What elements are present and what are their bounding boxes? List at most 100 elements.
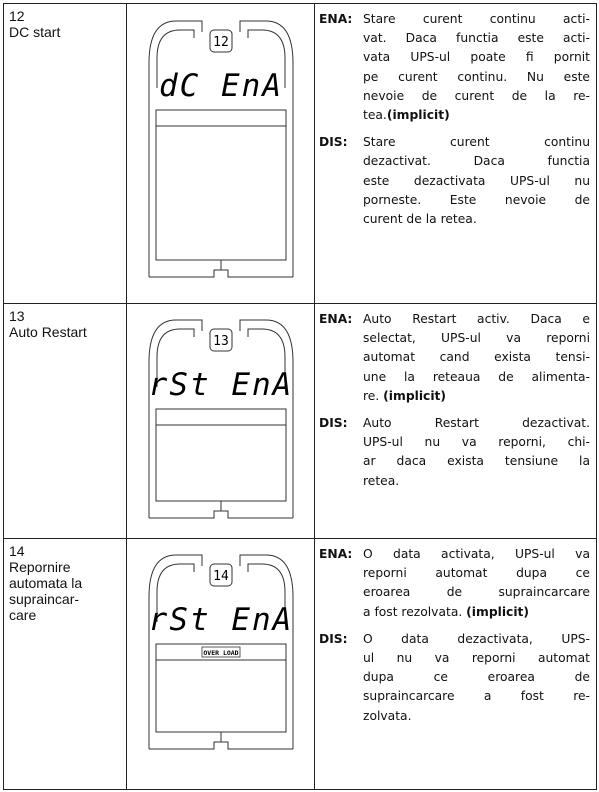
option-text: Auto Restart activ. Daca e selectat, UPS-…	[363, 310, 590, 406]
text-line: ul nu va reporni automat	[363, 649, 590, 668]
setting-name: DC start	[9, 24, 61, 40]
setting-id: 12	[9, 8, 25, 24]
text-line: une la reteaua de alimenta-	[363, 368, 590, 387]
line-text: Auto Restart activ. Daca e	[363, 312, 590, 326]
lcd-outline	[148, 554, 202, 749]
default-note: (implicit)	[383, 388, 447, 403]
line-text: O data activata, UPS-ul va	[363, 547, 590, 561]
line-text: Stare curent continu acti-	[363, 12, 590, 26]
lcd-outline	[239, 319, 293, 518]
option-text: Stare curent continu dezactivat. Daca fun…	[363, 133, 590, 229]
text-line: O data activata, UPS-ul va	[363, 545, 590, 564]
line-text: reporni automat dupa ce	[363, 566, 590, 581]
lcd-outline	[148, 319, 202, 518]
text-line: re. (implicit)	[363, 387, 590, 406]
lcd-text: rSt EnA	[148, 602, 293, 638]
text-line: vata UPS-ul poate fi pornit	[363, 48, 590, 67]
line-text: dupa ce eroarea de	[363, 670, 590, 685]
line-text: supraincarcare a fost re-	[363, 689, 590, 704]
line-text: a fost rezolvata.	[363, 604, 467, 619]
text-line: UPS-ul nu va reporni, chi-	[363, 433, 590, 452]
text-line: selectat, UPS-ul va reporni	[363, 329, 590, 348]
lcd-outline	[239, 554, 293, 749]
options-cell: ENA: O data activata, UPS-ul va reporni au…	[314, 538, 597, 790]
line-text: tea.	[363, 108, 387, 123]
text-line: nevoie de curent de la re-	[363, 87, 590, 106]
setting-cell: 14 Repornire automata la supraincar-care	[3, 538, 127, 790]
line-text: pe curent continu. Nu este	[363, 69, 590, 84]
lcd-outline	[247, 29, 285, 88]
line-text: dezactivat. Daca functia	[363, 154, 590, 169]
line-text: porneste. Este nevoie de	[363, 192, 590, 207]
table-row: 12 DC start 12 dC EnA ENA: Stare curent conti…	[3, 3, 597, 304]
lcd-lower-box	[155, 109, 286, 261]
line-text: re.	[363, 388, 384, 403]
default-note: (implicit)	[386, 108, 450, 123]
setting-cell: 13 Auto Restart	[3, 303, 127, 539]
text-line: Stare curent continu acti-	[363, 10, 590, 29]
display-cell: 13 rSt EnA	[126, 303, 315, 539]
lcd-outline	[247, 563, 285, 622]
line-text: vata UPS-ul poate fi pornit	[363, 50, 590, 65]
lcd-outline	[156, 328, 194, 387]
lcd-display: 14 rSt EnA OVER LOAD	[148, 554, 293, 750]
line-text: ul nu va reporni automat	[363, 651, 590, 666]
text-line: ar daca exista tensiune la	[363, 452, 590, 471]
text-line: Stare curent continu	[363, 133, 590, 152]
option: DIS: Stare curent continu dezactivat. Daca…	[319, 133, 590, 229]
lcd-text: dC EnA	[159, 68, 283, 104]
option: DIS: O data dezactivata, UPS-ul nu va rep…	[319, 630, 590, 726]
lcd-code: 13	[213, 334, 229, 349]
default-note: (implicit)	[466, 604, 530, 619]
code-box	[209, 563, 232, 587]
table-row: 14 Repornire automata la supraincar-care 14 r…	[3, 538, 597, 790]
setting-name: automata la	[9, 575, 83, 591]
line-text: une la reteaua de alimenta-	[363, 369, 590, 384]
text-line: este dezactivata UPS-ul nu	[363, 172, 590, 191]
line-text: automat cand exista tensi-	[363, 350, 590, 365]
setting-name: care	[9, 607, 37, 623]
setting-name: Repornire	[9, 559, 71, 575]
option: ENA: Auto Restart activ. Daca e selectat, …	[319, 310, 590, 406]
text-line: retea.	[363, 472, 590, 491]
lcd-code: 14	[213, 569, 229, 584]
setting-name: Auto Restart	[9, 324, 87, 340]
line-text: UPS-ul nu va reporni, chi-	[363, 435, 590, 450]
display-cell: 12 dC EnA	[126, 3, 315, 304]
option: ENA: O data activata, UPS-ul va reporni au…	[319, 545, 590, 622]
lcd-outline	[148, 741, 293, 750]
lcd-outline	[239, 20, 293, 277]
option-label: DIS:	[319, 135, 348, 150]
option-text: O data dezactivata, UPS-ul nu va reporni…	[363, 630, 590, 726]
line-text: retea.	[363, 473, 400, 488]
text-line: eroarea de supraincarcare	[363, 583, 590, 602]
option-label: ENA:	[319, 547, 353, 561]
option-label: ENA:	[319, 312, 353, 326]
line-text: eroarea de supraincarcare	[363, 585, 590, 600]
option-label: DIS:	[319, 631, 348, 646]
text-line: curent de la retea.	[363, 210, 590, 229]
lcd-display: 12 dC EnA	[148, 20, 293, 278]
lcd-indicator: OVER LOAD	[203, 649, 238, 657]
line-text: ar daca exista tensiune la	[363, 454, 590, 469]
option-label: ENA:	[319, 12, 353, 26]
text-line: porneste. Este nevoie de	[363, 191, 590, 210]
display-cell: 14 rSt EnA OVER LOAD	[126, 538, 315, 790]
settings-table: 12 DC start 12 dC EnA ENA: Stare curent conti…	[3, 3, 597, 790]
line-text: nevoie de curent de la re-	[363, 88, 590, 103]
line-text: Stare curent continu	[363, 135, 590, 150]
text-line: zolvata.	[363, 707, 590, 726]
option-label: DIS:	[319, 416, 348, 431]
lcd-outline	[247, 328, 285, 387]
text-line: pe curent continu. Nu este	[363, 68, 590, 87]
lcd-outline	[148, 510, 293, 519]
code-box	[209, 328, 232, 352]
text-line: tea.(implicit)	[363, 106, 590, 125]
option: DIS: Auto Restart dezactivat. UPS-ul nu va…	[319, 414, 590, 491]
setting-id: 14	[9, 543, 25, 559]
lcd-lower-box	[155, 408, 286, 502]
lcd-display: 13 rSt EnA	[148, 319, 293, 519]
line-text: selectat, UPS-ul va reporni	[363, 331, 590, 346]
text-line: a fost rezolvata. (implicit)	[363, 603, 590, 622]
option-text: O data activata, UPS-ul va reporni automa…	[363, 545, 590, 622]
